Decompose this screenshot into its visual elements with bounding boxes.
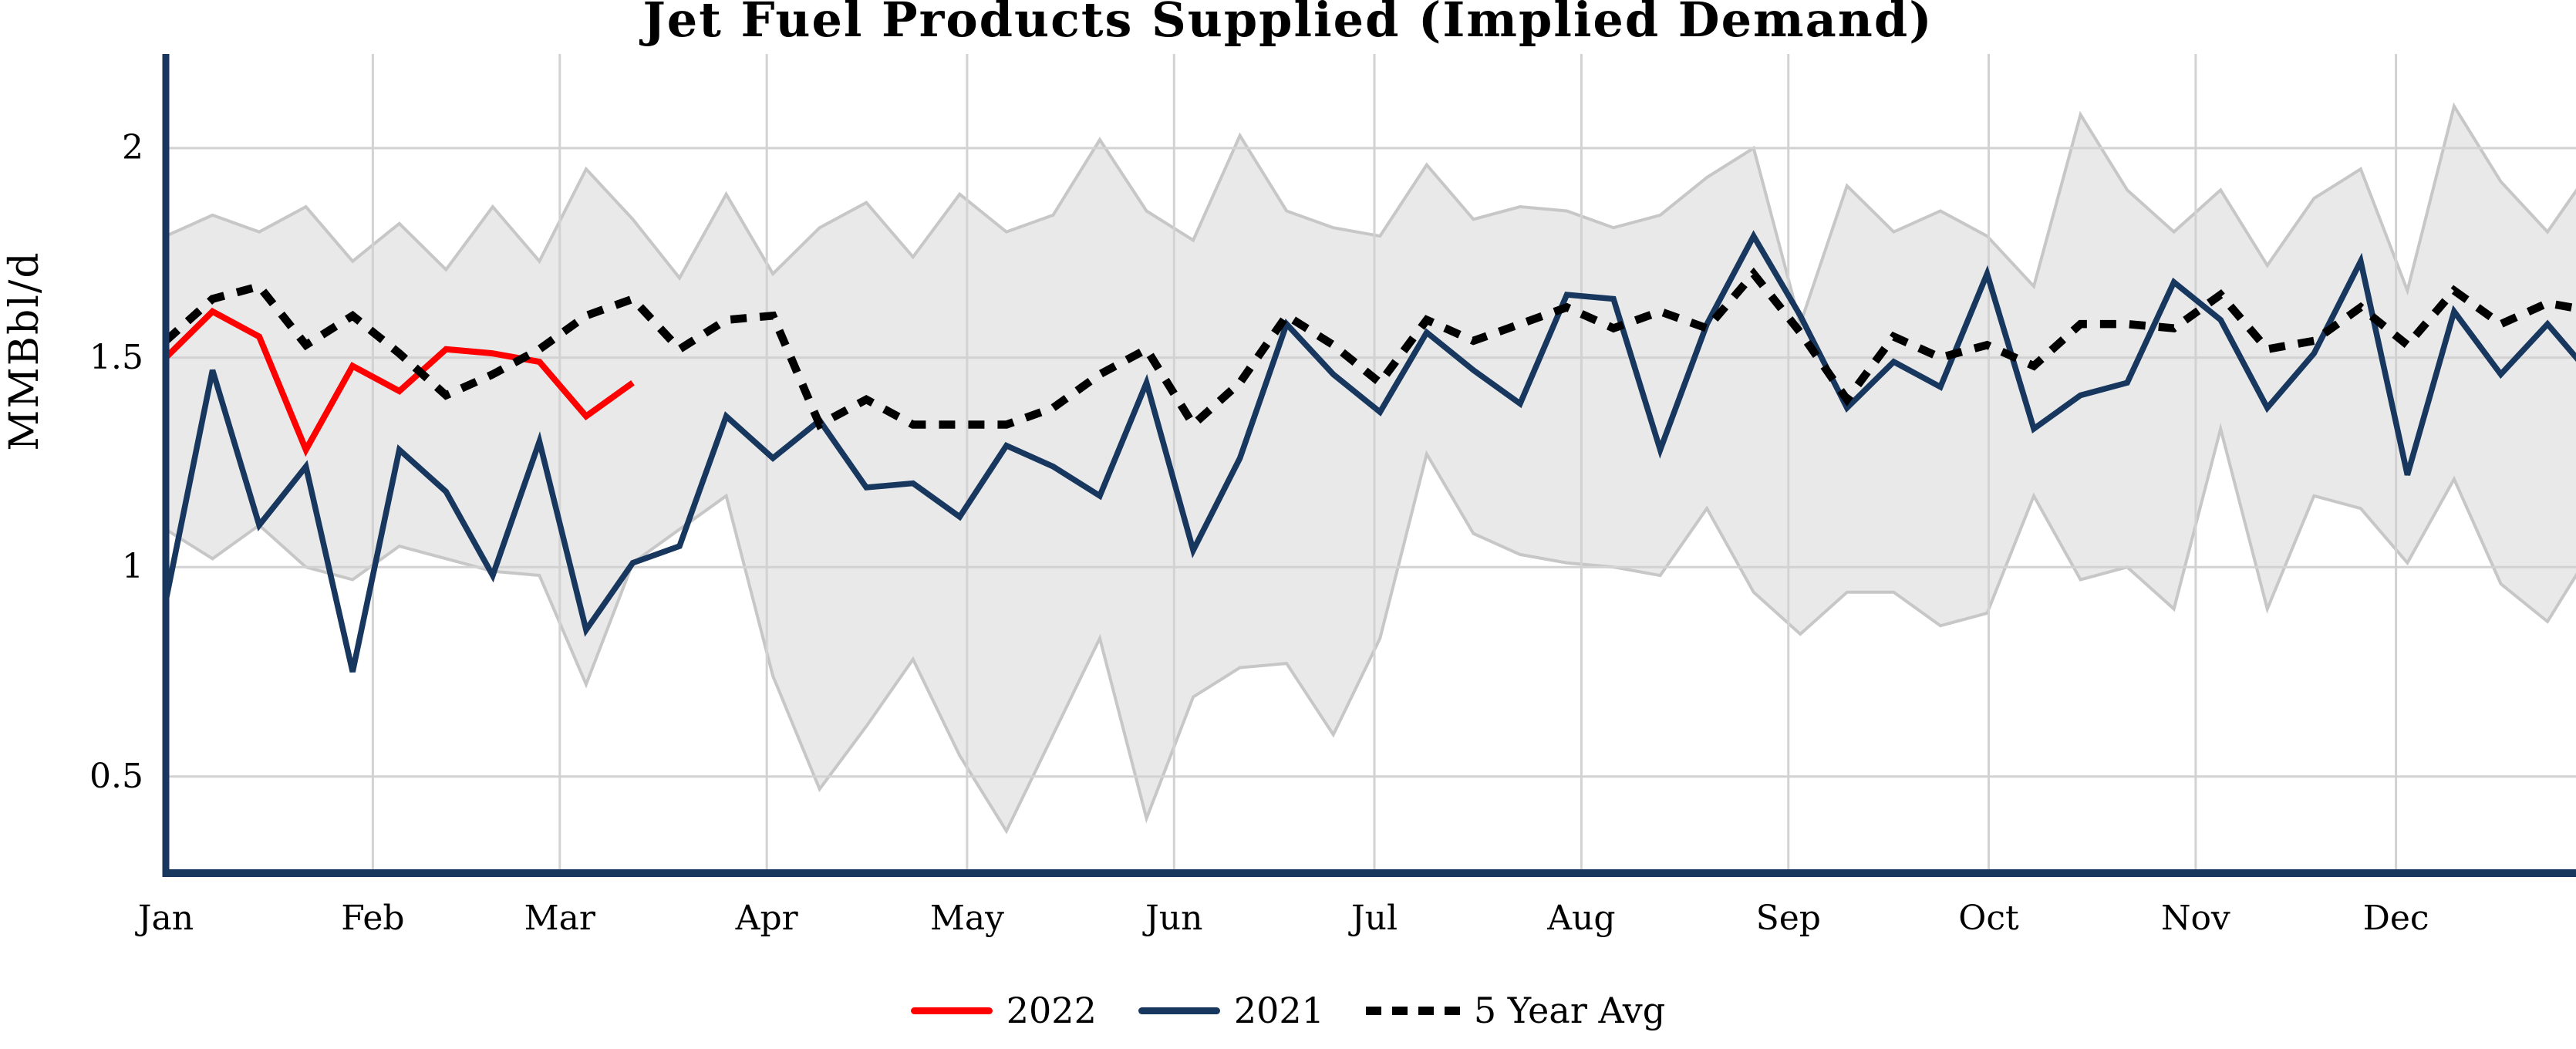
y-tick-label-2: 2 (122, 128, 143, 167)
legend-item-5yr-avg: 5 Year Avg (1365, 987, 1666, 1034)
legend-label-2021: 2021 (1233, 990, 1324, 1031)
month-label-feb: Feb (341, 899, 405, 938)
band-5yr-range-area (166, 106, 2576, 831)
y-axis-spine (162, 54, 170, 877)
series-2021-line (163, 230, 2576, 673)
legend-swatch-5yr-avg-dotted-icon (1365, 1006, 1460, 1015)
y-tick-label-1p5: 1.5 (89, 337, 143, 377)
chart-title: Jet Fuel Products Supplied (Implied Dema… (642, 0, 1934, 48)
month-label-jun: Jun (1145, 899, 1203, 938)
legend-item-2022: 2022 (910, 987, 1097, 1034)
month-label-dec: Dec (2362, 899, 2429, 938)
band-lower-edge (164, 422, 2576, 835)
legend-item-2021: 2021 (1138, 987, 1324, 1034)
x-axis-spine (162, 869, 2576, 877)
legend-swatch-2022-line-icon (910, 1007, 993, 1014)
month-label-oct: Oct (1958, 899, 2019, 938)
y-tick-label-0p5: 0.5 (89, 756, 143, 796)
month-label-aug: Aug (1547, 899, 1616, 938)
month-label-nov: Nov (2160, 899, 2230, 938)
month-label-jan: Jan (137, 899, 194, 938)
series-5yr-avg-line (163, 267, 2576, 431)
month-label-may: May (929, 899, 1004, 938)
month-label-apr: Apr (735, 899, 798, 938)
legend-label-2022: 2022 (1006, 990, 1097, 1031)
y-tick-label-1: 1 (122, 547, 143, 587)
month-label-jul: Jul (1350, 899, 1398, 938)
month-label-mar: Mar (524, 899, 595, 938)
legend-label-5yr-avg: 5 Year Avg (1473, 990, 1666, 1031)
legend-swatch-2021-line-icon (1138, 1007, 1220, 1014)
band-upper-edge (165, 102, 2576, 330)
series-2022-line (164, 307, 635, 457)
legend: 2022 2021 5 Year Avg (0, 987, 2576, 1034)
month-label-sep: Sep (1755, 899, 1821, 938)
